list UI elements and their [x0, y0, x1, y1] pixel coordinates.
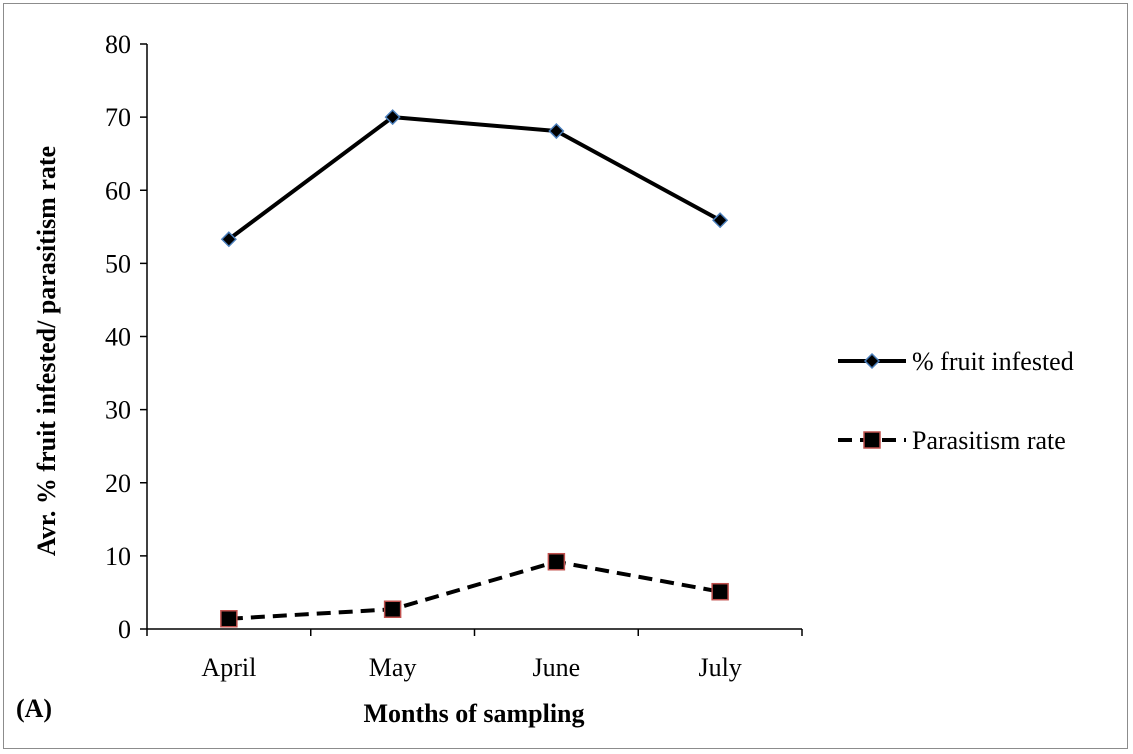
legend-label-2: Parasitism rate	[912, 426, 1066, 455]
y-tick-label: 40	[105, 323, 131, 352]
chart-frame	[3, 3, 1128, 749]
series-2-point	[383, 600, 402, 619]
y-tick-label: 0	[118, 615, 131, 644]
legend: % fruit infested Parasitism rate	[838, 347, 1074, 455]
x-tick-label: June	[533, 653, 581, 682]
series-1-point	[220, 231, 237, 248]
series-2-point	[711, 582, 729, 601]
series-1-point	[384, 109, 401, 126]
series-2-point	[220, 610, 238, 628]
x-axis-title: Months of sampling	[363, 699, 584, 728]
x-tick-label: July	[698, 653, 741, 682]
y-tick-label: 50	[105, 249, 131, 278]
y-tick-label: 30	[105, 396, 131, 425]
y-tick-label: 80	[105, 30, 131, 59]
panel-label: (A)	[16, 694, 52, 723]
legend-marker-2	[863, 431, 881, 449]
y-axis-title: Avr. % fruit infested/ parasitism rate	[32, 146, 61, 556]
series-layer	[220, 109, 729, 628]
series-1-point	[548, 122, 565, 140]
series-2-point	[547, 552, 566, 571]
legend-label-1: % fruit infested	[912, 347, 1074, 376]
x-tick-labels: April May June July	[201, 653, 741, 682]
x-tick-label: April	[201, 653, 256, 682]
series-1-point	[712, 212, 729, 229]
series-line-1	[227, 115, 722, 241]
axes	[140, 43, 803, 636]
y-tick-label: 60	[105, 176, 131, 205]
y-tick-label: 20	[105, 469, 131, 498]
y-tick-label: 10	[105, 542, 131, 571]
series-line-2	[228, 559, 721, 621]
legend-marker-1	[863, 352, 881, 370]
y-tick-label: 70	[105, 103, 131, 132]
x-tick-label: May	[369, 653, 417, 682]
y-tick-labels: 0 10 20 30 40 50 60 70 80	[105, 30, 131, 644]
